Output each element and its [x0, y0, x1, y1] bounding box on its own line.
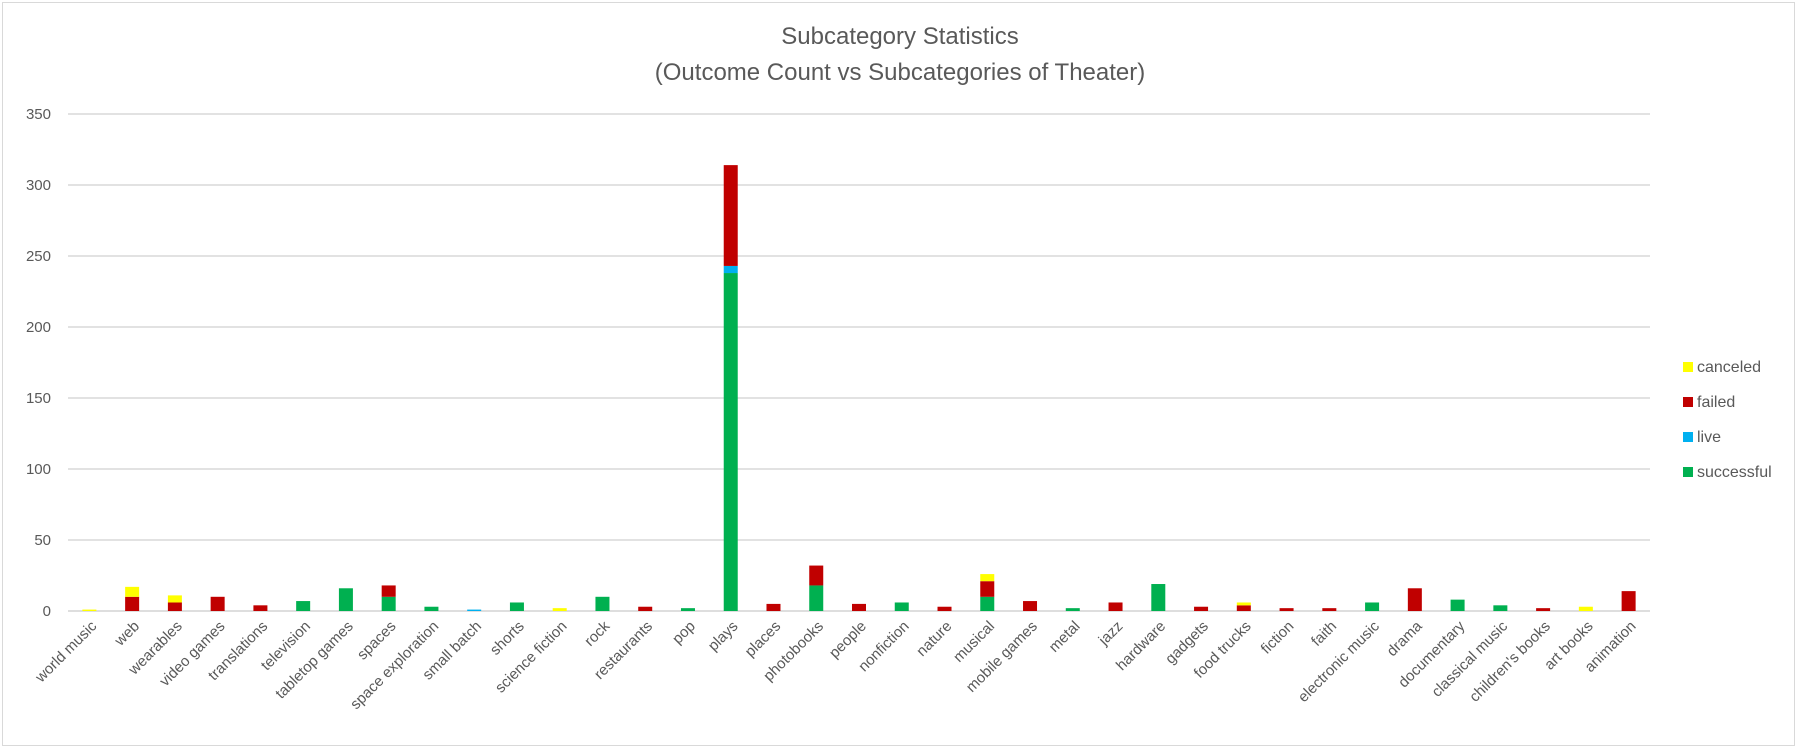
x-tick-label: faith — [1308, 618, 1340, 650]
x-tick-label: rock — [581, 617, 613, 649]
bar-segment — [167, 595, 182, 603]
bar-segment — [167, 602, 182, 611]
x-tick-label: classical music — [1428, 617, 1511, 700]
y-tick-label: 150 — [26, 390, 51, 407]
bar-segment — [1365, 602, 1380, 611]
bar-segment — [723, 273, 738, 611]
bar-segment — [1151, 584, 1166, 611]
bar-segment — [381, 585, 396, 597]
y-tick-label: 50 — [34, 532, 51, 549]
chart-title: Subcategory Statistics — [781, 23, 1018, 50]
bar-segment — [467, 609, 482, 611]
legend-swatch-live — [1683, 432, 1693, 442]
bar-segment — [1407, 588, 1422, 611]
bar-segment — [552, 608, 567, 611]
x-tick-label: web — [111, 618, 143, 650]
bar-segment — [1450, 599, 1465, 611]
bar-segment — [1578, 606, 1593, 611]
bar-segment — [1236, 602, 1251, 606]
bar-segment — [1536, 608, 1551, 611]
bar-segment — [980, 581, 995, 597]
bar-segment — [809, 565, 824, 586]
x-tick-label: plays — [705, 618, 742, 655]
legend-label-successful: successful — [1697, 464, 1772, 481]
y-axis-ticks: 0 50 100 150 200 250 300 350 — [26, 106, 51, 620]
bar-segment — [1236, 605, 1251, 611]
legend-swatch-failed — [1683, 397, 1693, 407]
bar-segment — [210, 596, 225, 611]
y-tick-label: 350 — [26, 106, 51, 123]
bar-segment — [125, 596, 140, 611]
x-tick-label: tabletop games — [272, 618, 357, 703]
y-tick-label: 100 — [26, 461, 51, 478]
legend-swatch-canceled — [1683, 362, 1693, 372]
bar-segment — [424, 606, 439, 611]
legend-label-live: live — [1697, 429, 1721, 446]
y-tick-label: 200 — [26, 319, 51, 336]
bar-segment — [595, 596, 610, 611]
legend: canceled failed live successful — [1683, 359, 1772, 481]
bar-segment — [338, 588, 353, 611]
bar-segment — [1194, 606, 1209, 611]
bar-segment — [1621, 591, 1636, 611]
x-tick-label: jazz — [1095, 618, 1127, 650]
bar-segment — [980, 596, 995, 611]
bar-segment — [1108, 602, 1123, 611]
x-tick-label: fiction — [1258, 618, 1298, 658]
bar-segment — [1322, 608, 1337, 611]
bar-segment — [766, 603, 781, 611]
bar-segment — [638, 606, 653, 611]
y-tick-label: 0 — [43, 603, 51, 620]
bar-segment — [894, 602, 909, 611]
gridlines — [68, 113, 1650, 612]
legend-label-canceled: canceled — [1697, 359, 1761, 376]
bar-segment — [1279, 608, 1294, 611]
bar-segment — [296, 601, 311, 611]
bar-segment — [253, 605, 268, 611]
bar-segment — [381, 596, 396, 611]
x-tick-label: shorts — [487, 618, 528, 659]
bar-segment — [1023, 601, 1038, 611]
bar-segment — [125, 586, 140, 597]
legend-swatch-successful — [1683, 467, 1693, 477]
bar-segment — [1493, 605, 1508, 611]
bar-segment — [680, 608, 695, 611]
x-tick-label: pop — [669, 618, 699, 648]
bar-segment — [980, 574, 995, 582]
legend-label-failed: failed — [1697, 394, 1735, 411]
bar-segment — [1065, 608, 1080, 611]
bars — [82, 165, 1636, 611]
bar-segment — [937, 606, 952, 611]
chart-subtitle: (Outcome Count vs Subcategories of Theat… — [655, 59, 1145, 86]
y-tick-label: 250 — [26, 248, 51, 265]
x-tick-label: world music — [31, 617, 100, 686]
bar-segment — [82, 609, 97, 611]
x-tick-label: metal — [1046, 618, 1084, 656]
bar-segment — [509, 602, 524, 611]
bar-segment — [723, 265, 738, 274]
bar-segment — [723, 165, 738, 266]
bar-segment — [852, 603, 866, 611]
bar-segment — [809, 585, 824, 611]
y-tick-label: 300 — [26, 177, 51, 194]
